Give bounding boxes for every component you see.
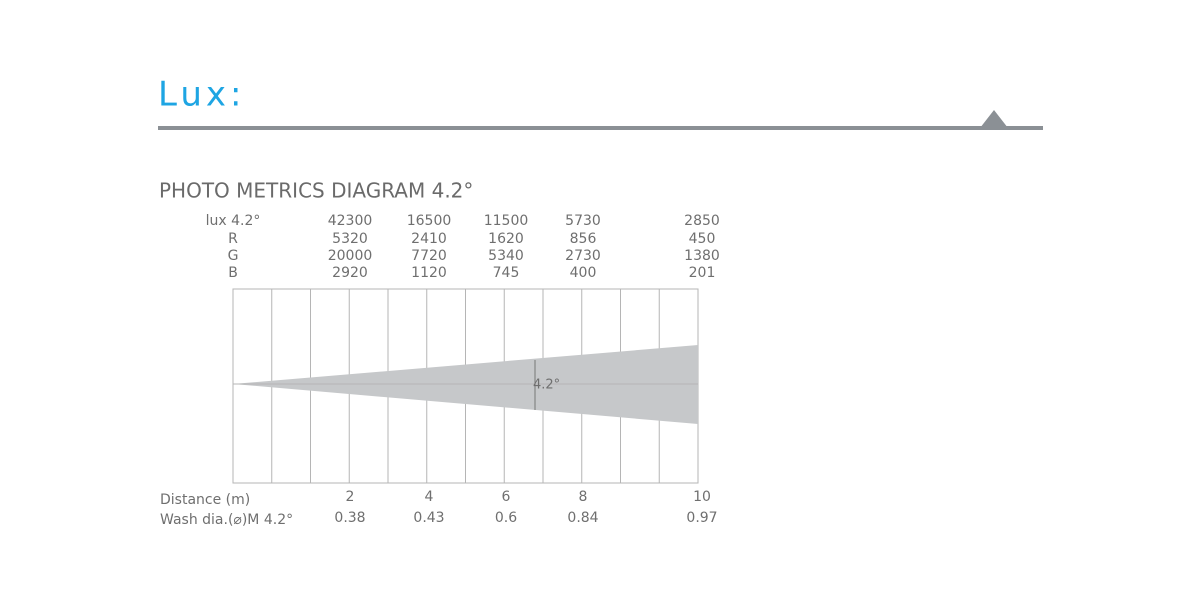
header-title: Lux: [158,75,245,115]
beam-angle: 4.2° [533,378,560,393]
diagram-title: PHOTO METRICS DIAGRAM 4.2° [159,179,473,203]
row-value: 5340 [488,248,524,264]
row-value: 5730 [565,213,601,229]
row-value: 2410 [411,231,447,247]
row-value: 201 [689,265,716,281]
wash-value: 0.38 [334,510,365,526]
row-value: 2850 [684,213,720,229]
row-value: 11500 [484,213,529,229]
distance-value: 10 [693,489,711,505]
distance-label: Distance (m) [160,492,250,508]
distance-value: 4 [425,489,434,505]
distance-value: 6 [502,489,511,505]
distance-value: 2 [346,489,355,505]
row-value: 856 [570,231,597,247]
row-value: 2730 [565,248,601,264]
row-value: 1120 [411,265,447,281]
row-label: R [228,231,238,247]
row-label: lux 4.2° [206,213,261,229]
row-value: 42300 [328,213,373,229]
row-value: 400 [570,265,597,281]
header-rule [158,126,1043,130]
row-value: 7720 [411,248,447,264]
row-value: 450 [689,231,716,247]
row-value: 745 [493,265,520,281]
wash-value: 0.84 [567,510,598,526]
header-marker [980,110,1008,128]
row-value: 20000 [328,248,373,264]
row-label: B [228,265,238,281]
wash-value: 0.43 [413,510,444,526]
distance-value: 8 [579,489,588,505]
wash-value: 0.6 [495,510,517,526]
wash-label: Wash dia.(⌀)M 4.2° [160,512,293,528]
row-label: G [228,248,239,264]
row-value: 1620 [488,231,524,247]
row-value: 16500 [407,213,452,229]
row-value: 1380 [684,248,720,264]
row-value: 2920 [332,265,368,281]
row-value: 5320 [332,231,368,247]
wash-value: 0.97 [686,510,717,526]
